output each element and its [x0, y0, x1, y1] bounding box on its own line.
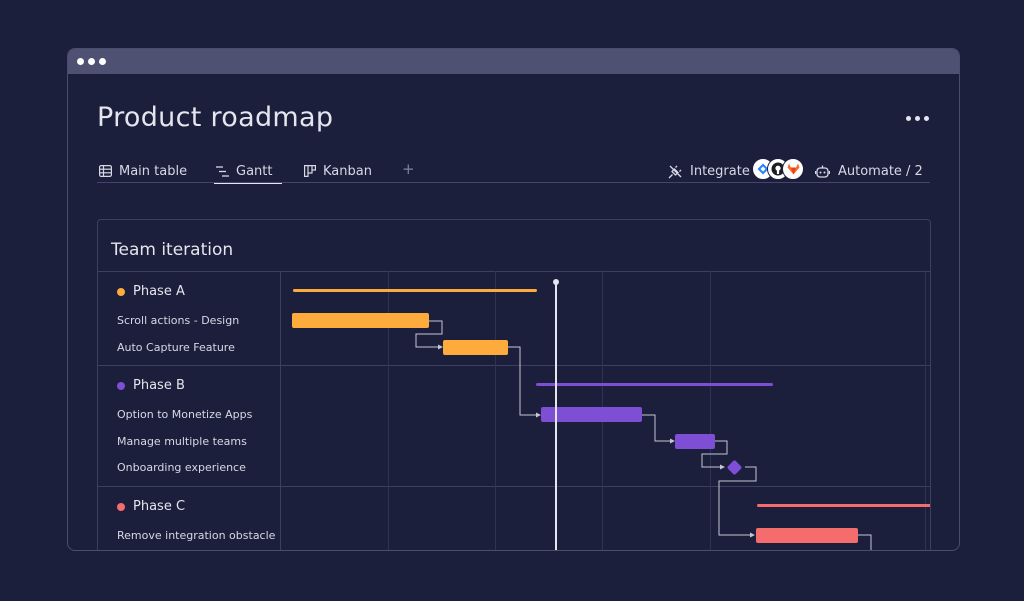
phase-name: Phase A	[133, 284, 185, 299]
dependency-connectors	[415, 320, 872, 550]
phase-c-header[interactable]: Phase C	[117, 499, 185, 514]
integrate-button[interactable]: Integrate	[668, 160, 750, 182]
table-icon	[99, 165, 112, 177]
automate-button[interactable]: Automate / 2	[815, 160, 923, 182]
phase-color-dot	[117, 287, 125, 296]
plug-icon	[668, 165, 682, 178]
divider	[98, 365, 930, 366]
task-label[interactable]: Manage multiple teams	[117, 435, 247, 448]
phase-name: Phase B	[133, 378, 185, 393]
automate-label: Automate / 2	[838, 163, 923, 179]
app-window: Product roadmap Main table Gantt	[67, 48, 960, 551]
kanban-icon	[304, 165, 316, 177]
tab-label: Kanban	[323, 163, 372, 179]
tab-gantt[interactable]: Gantt	[213, 160, 284, 184]
task-bar-remove-obstacle[interactable]	[756, 528, 858, 543]
phase-c-summary-bar[interactable]	[757, 504, 930, 507]
phase-a-summary-bar[interactable]	[293, 289, 537, 292]
grid-line	[388, 271, 389, 550]
phase-color-dot	[117, 502, 125, 511]
task-bar-multiple-teams[interactable]	[675, 434, 715, 449]
divider	[98, 271, 930, 272]
page-title: Product roadmap	[97, 102, 334, 133]
phase-color-dot	[117, 381, 125, 390]
today-marker-dot	[553, 279, 559, 285]
panel-title: Team iteration	[111, 240, 234, 260]
phase-a-header[interactable]: Phase A	[117, 284, 185, 299]
tab-label: Gantt	[236, 163, 273, 179]
gantt-icon	[216, 165, 229, 177]
gitlab-icon	[782, 158, 804, 180]
more-options-icon[interactable]	[906, 116, 929, 121]
phase-b-summary-bar[interactable]	[536, 383, 773, 386]
today-marker-line	[555, 282, 557, 550]
task-bar-monetize-apps[interactable]	[541, 407, 642, 422]
label-column-divider	[280, 271, 281, 550]
window-dot-icon[interactable]	[77, 58, 84, 65]
task-label[interactable]: Auto Capture Feature	[117, 341, 235, 354]
window-titlebar	[68, 49, 959, 74]
grid-line	[925, 271, 926, 550]
tab-kanban[interactable]: Kanban	[304, 160, 372, 182]
phase-b-header[interactable]: Phase B	[117, 378, 185, 393]
task-label[interactable]: Remove integration obstacle	[117, 529, 276, 542]
integrate-label: Integrate	[690, 163, 750, 179]
tabs-divider	[97, 182, 930, 183]
task-bar-scroll-actions[interactable]	[292, 313, 429, 328]
robot-icon	[815, 165, 830, 178]
integration-apps[interactable]	[752, 158, 804, 180]
tab-label: Main table	[119, 163, 188, 179]
grid-line	[710, 271, 711, 550]
tab-main-table[interactable]: Main table	[99, 160, 187, 182]
grid-line	[495, 271, 496, 550]
phase-name: Phase C	[133, 499, 186, 514]
add-view-button[interactable]: +	[402, 160, 415, 178]
task-label[interactable]: Onboarding experience	[117, 461, 246, 474]
divider	[98, 486, 930, 487]
gantt-panel: Team iteration Phase A Scroll actions - …	[97, 219, 931, 550]
task-bar-auto-capture[interactable]	[443, 340, 508, 355]
task-label[interactable]: Option to Monetize Apps	[117, 408, 253, 421]
board-content: Product roadmap Main table Gantt	[68, 74, 959, 550]
window-dot-icon[interactable]	[99, 58, 106, 65]
task-label[interactable]: Scroll actions - Design	[117, 314, 240, 327]
window-dot-icon[interactable]	[88, 58, 95, 65]
